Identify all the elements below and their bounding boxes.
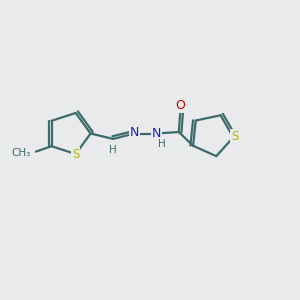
Text: S: S bbox=[231, 130, 238, 143]
Text: N: N bbox=[130, 125, 140, 139]
Text: H: H bbox=[158, 139, 166, 149]
Text: CH₃: CH₃ bbox=[11, 148, 31, 158]
Text: N: N bbox=[152, 127, 161, 140]
Text: H: H bbox=[109, 145, 117, 155]
Text: O: O bbox=[176, 98, 185, 112]
Text: S: S bbox=[72, 148, 80, 160]
